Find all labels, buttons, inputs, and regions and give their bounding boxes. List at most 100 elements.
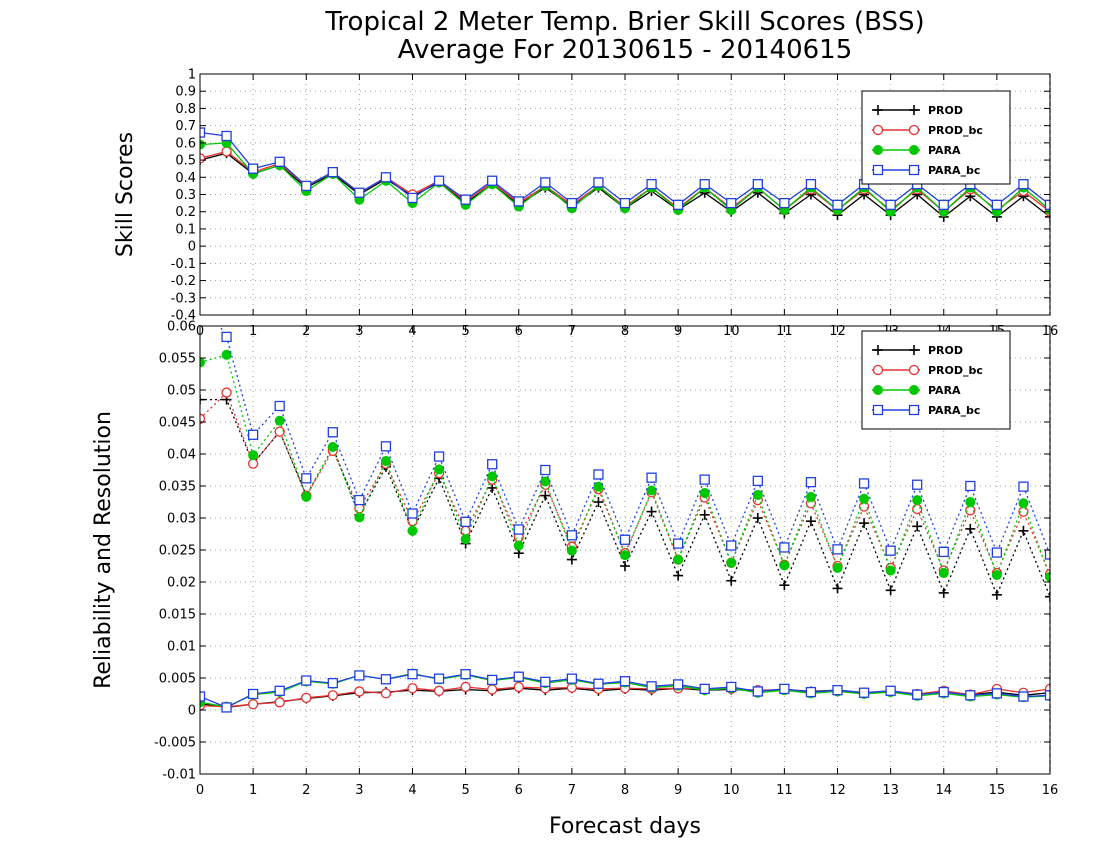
relres-resolution-point-para [566, 545, 577, 556]
chart-title-line2: Average For 20130615 - 20140615 [398, 35, 853, 65]
relres-reliability-point-prod-bc [460, 681, 471, 693]
chart-title-line1: Tropical 2 Meter Temp. Brier Skill Score… [324, 7, 924, 37]
relres-ytick-label: 0.04 [167, 448, 196, 463]
bss-ytick-label: -0.1 [171, 257, 196, 272]
relres-resolution-point-para-bc [646, 472, 657, 483]
relres-ytick-label: -0.005 [154, 736, 196, 751]
relres-resolution-point-para [274, 415, 285, 426]
relres-ytick-label: 0.05 [167, 384, 196, 399]
relres-reliability-point-para-bc [566, 673, 578, 684]
relres-resolution-point-para [726, 557, 737, 568]
relres-reliability-point-para-bc [247, 688, 259, 700]
bss-legend-label-prod: PROD [928, 104, 963, 117]
bss-ytick-label: 0.1 [175, 222, 196, 237]
bss-bss-point-para-bc [805, 179, 817, 190]
relres-reliability-point-para-bc [513, 671, 524, 682]
bss-bss-point-para-bc [247, 163, 259, 174]
relres-resolution-point-para [646, 485, 657, 496]
bss-bss-point-para-bc [407, 192, 418, 204]
bss-legend: PROD PROD_bc PARA PARA_bc [861, 90, 1011, 185]
relres-xtick-label: 10 [723, 783, 740, 798]
relres-resolution-point-prod [912, 521, 923, 532]
bss-legend-label-para: PARA [928, 144, 961, 157]
bss-legend-marker [872, 164, 884, 176]
relres-xtick-label: 7 [568, 783, 576, 798]
relres-resolution-point-para-bc [726, 540, 737, 551]
relres-reliability-point-para-bc [726, 681, 737, 693]
relres-resolution-point-para-bc [407, 508, 418, 519]
relres-reliability-point-prod-bc [327, 690, 338, 701]
relres-resolution-point-para [248, 450, 259, 461]
relres-reliability-point-prod-bc [354, 686, 365, 697]
relres-resolution-point-para [859, 493, 870, 504]
bss-bss-point-prod [1045, 211, 1050, 222]
relres-resolution-point-para-bc [779, 542, 790, 553]
relres-resolution-point-para [513, 540, 524, 551]
relres-resolution-point-para-bc [752, 475, 763, 487]
relres-xtick-label: 11 [776, 783, 793, 798]
relres-ytick-label: 0.01 [167, 640, 196, 655]
relres-reliability-point-para-bc [540, 676, 551, 687]
bss-bss-point-para-bc [221, 130, 232, 142]
relres-legend-marker [909, 385, 919, 395]
bss-bss-point-para-bc [513, 196, 524, 207]
relres-resolution-point-para [699, 488, 710, 499]
relres-legend-label-prod: PROD [928, 344, 963, 357]
relres-resolution-point-prod [699, 509, 710, 520]
bss-ytick-label: 1 [188, 68, 196, 83]
relres-resolution-point-para-bc [619, 534, 631, 545]
relres-resolution-point-para-bc [354, 494, 365, 506]
relres-resolution-point-para [1018, 498, 1029, 509]
bss-ytick-label: -0.3 [171, 291, 196, 306]
relres-reliability-point-para-bc [433, 673, 445, 684]
relres-resolution-point-para-bc [327, 427, 338, 438]
relres-resolution-point-prod-bc [912, 503, 923, 515]
bss-legend-marker [909, 145, 919, 155]
bss-bss-point-para-bc [274, 156, 285, 167]
bss-ytick-label: -0.2 [171, 274, 196, 289]
bss-grid [200, 74, 1050, 315]
bss-bss-point-para-bc [460, 194, 471, 205]
relres-xtick-label: 8 [621, 783, 629, 798]
relres-resolution-point-para-bc [380, 441, 392, 452]
bss-legend-marker [908, 124, 920, 136]
relres-resolution-point-prod [593, 497, 604, 507]
relres-resolution-point-para [380, 456, 391, 467]
relres-resolution-point-para-bc [1018, 481, 1029, 492]
bss-bss-point-para [200, 139, 205, 150]
relres-reliability-point-para-bc [407, 669, 418, 680]
relres-reliability-point-para-bc [487, 674, 498, 686]
relres-ytick-label: 0.06 [167, 320, 196, 335]
relres-resolution-point-para-bc [912, 479, 923, 490]
relres-resolution-point-para [221, 349, 232, 360]
relres-legend-item-prod: PROD [872, 344, 963, 357]
relres-xtick-label: 3 [355, 783, 363, 798]
relres-legend-label-para: PARA [928, 384, 961, 397]
relres-reliability-point-para-bc [619, 676, 631, 687]
relres-y-axis-label: Reliability and Resolution [91, 411, 116, 689]
relres-resolution-point-para-bc [540, 464, 551, 476]
relres-resolution-series-para [200, 349, 1050, 582]
bss-bss-point-para-bc [726, 197, 737, 209]
bss-legend-item-para-bc: PARA_bc [872, 164, 980, 177]
relres-resolution-point-prod-bc [200, 413, 206, 424]
relres-resolution-point-prod [540, 490, 551, 501]
relres-reliability-point-para-bc [858, 687, 870, 698]
relres-legend-label-para-bc: PARA_bc [928, 404, 980, 417]
relres-reliability-point-para-bc [327, 677, 338, 689]
relres-resolution-point-prod [726, 575, 737, 586]
relres-reliability-point-para-bc [593, 678, 604, 689]
relres-resolution-point-prod [805, 516, 816, 527]
relres-resolution-point-prod [859, 518, 870, 529]
bss-bss-point-para-bc [699, 179, 710, 190]
relres-resolution-point-para-bc [566, 530, 578, 541]
relres-legend: PROD PROD_bc PARA PARA_bc [861, 330, 1011, 430]
relres-legend-item-para: PARA [872, 384, 961, 397]
relres-legend-box [861, 330, 1011, 430]
bss-bss-point-para-bc [752, 179, 763, 190]
relres-reliability-point-para-bc [938, 686, 949, 698]
relres-xtick-label: 15 [989, 783, 1006, 798]
relres-legend-item-para-bc: PARA_bc [872, 404, 980, 417]
relres-resolution-point-prod-bc [274, 426, 285, 437]
